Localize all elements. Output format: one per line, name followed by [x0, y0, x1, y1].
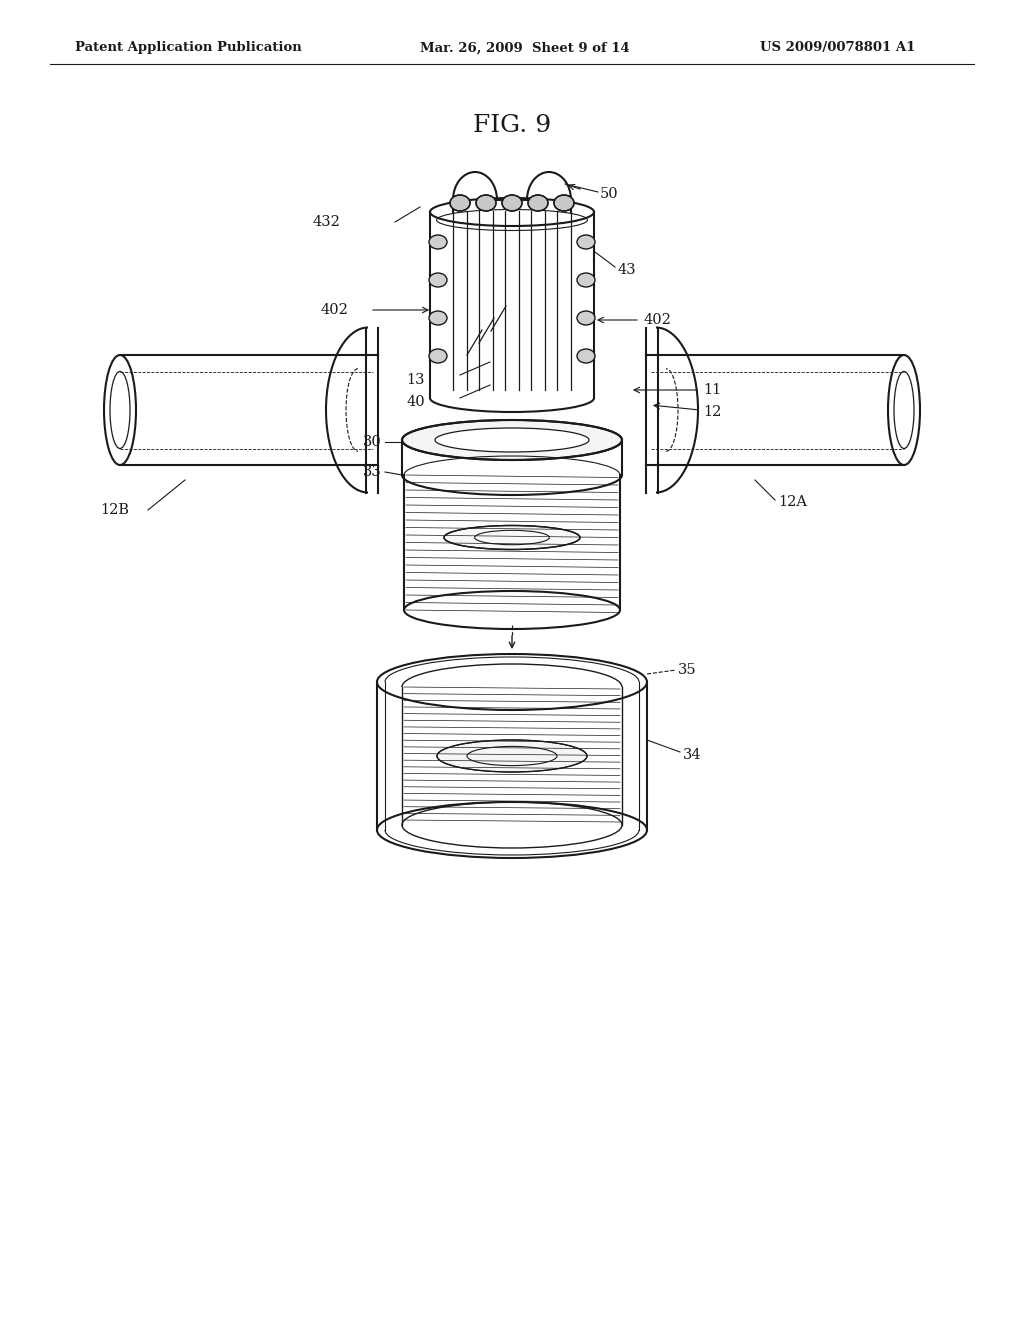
Text: Mar. 26, 2009  Sheet 9 of 14: Mar. 26, 2009 Sheet 9 of 14 — [420, 41, 630, 54]
Text: Patent Application Publication: Patent Application Publication — [75, 41, 302, 54]
Text: FIG. 9: FIG. 9 — [473, 114, 551, 136]
Ellipse shape — [429, 312, 447, 325]
Ellipse shape — [528, 195, 548, 211]
Text: US 2009/0078801 A1: US 2009/0078801 A1 — [760, 41, 915, 54]
Text: 30: 30 — [364, 436, 382, 449]
Ellipse shape — [476, 195, 496, 211]
Text: 35: 35 — [678, 663, 696, 677]
Text: 34: 34 — [683, 748, 701, 762]
Text: 12B: 12B — [100, 503, 129, 517]
Ellipse shape — [577, 235, 595, 249]
Ellipse shape — [577, 348, 595, 363]
Ellipse shape — [402, 420, 622, 459]
Text: 12: 12 — [703, 405, 721, 418]
Text: 11: 11 — [703, 383, 721, 397]
Ellipse shape — [450, 195, 470, 211]
Text: 402: 402 — [643, 313, 671, 327]
Text: 13: 13 — [407, 374, 425, 387]
Ellipse shape — [429, 348, 447, 363]
Text: 33: 33 — [364, 465, 382, 479]
Text: 50: 50 — [600, 187, 618, 201]
Ellipse shape — [437, 741, 587, 772]
Ellipse shape — [577, 312, 595, 325]
Text: 40: 40 — [407, 395, 425, 409]
Ellipse shape — [429, 273, 447, 286]
Text: 402: 402 — [321, 304, 348, 317]
Text: 432: 432 — [312, 215, 340, 228]
Ellipse shape — [435, 428, 589, 451]
Ellipse shape — [429, 235, 447, 249]
Ellipse shape — [444, 525, 580, 549]
Ellipse shape — [554, 195, 574, 211]
Ellipse shape — [502, 195, 522, 211]
Ellipse shape — [577, 273, 595, 286]
Text: 43: 43 — [618, 263, 637, 277]
Text: 12A: 12A — [778, 495, 807, 510]
